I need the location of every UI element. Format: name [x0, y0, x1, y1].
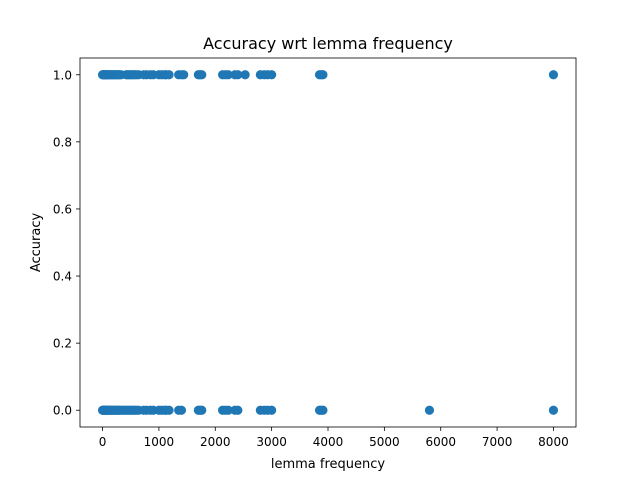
data-point — [223, 70, 233, 80]
y-tick-label: 1.0 — [53, 68, 72, 82]
y-tick-label: 0.0 — [53, 404, 72, 418]
x-axis: 0 1000 2000 3000 4000 5000 6000 7000 8000 — [99, 427, 569, 449]
y-axis-label: Accuracy — [29, 213, 44, 273]
data-point — [424, 405, 435, 415]
data-point — [164, 405, 174, 415]
data-point — [318, 405, 328, 415]
data-point — [197, 405, 207, 415]
data-point — [240, 70, 250, 80]
y-tick-label: 0.4 — [53, 270, 72, 284]
data-point — [164, 70, 174, 80]
x-tick-label: 4000 — [313, 435, 344, 449]
x-tick-label: 0 — [99, 435, 107, 449]
x-tick-label: 1000 — [144, 435, 175, 449]
data-point — [548, 405, 559, 415]
data-point — [548, 70, 559, 80]
data-point — [267, 405, 277, 415]
y-tick-label: 0.8 — [53, 135, 72, 149]
data-point — [233, 405, 243, 415]
data-point — [233, 70, 243, 80]
x-tick-label: 7000 — [482, 435, 513, 449]
y-tick-label: 0.6 — [53, 202, 72, 216]
data-point — [179, 70, 189, 80]
x-tick-label: 3000 — [256, 435, 287, 449]
data-point — [176, 405, 187, 415]
y-axis: 0.0 0.2 0.4 0.6 0.8 1.0 — [53, 68, 80, 418]
x-tick-label: 5000 — [369, 435, 400, 449]
y-tick-label: 0.2 — [53, 337, 72, 351]
chart-title: Accuracy wrt lemma frequency — [203, 34, 453, 53]
x-axis-label: lemma frequency — [271, 457, 386, 472]
data-point — [318, 70, 328, 80]
x-tick-label: 2000 — [200, 435, 231, 449]
data-point — [223, 405, 233, 415]
x-tick-label: 8000 — [538, 435, 569, 449]
data-point — [197, 70, 207, 80]
x-tick-label: 6000 — [425, 435, 456, 449]
data-point — [267, 70, 277, 80]
points-layer — [97, 70, 559, 415]
plot-frame — [79, 57, 577, 428]
